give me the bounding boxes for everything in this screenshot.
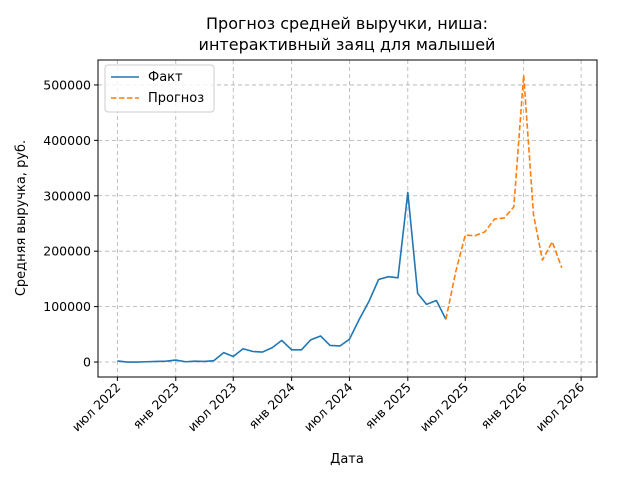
series-line-fact bbox=[117, 191, 447, 363]
x-tick-label: янв 2025 bbox=[362, 380, 414, 432]
legend-label-forecast: Прогноз bbox=[148, 91, 204, 106]
x-tick-label: янв 2026 bbox=[478, 379, 530, 431]
legend-label-fact: Факт bbox=[148, 70, 183, 85]
x-tick-label: июл 2024 bbox=[301, 379, 356, 434]
series-line-forecast bbox=[445, 74, 563, 320]
plot-frame bbox=[97, 59, 598, 378]
y-tick-label: 500000 bbox=[43, 77, 91, 92]
grid bbox=[98, 60, 597, 377]
chart-title-line-2: интерактивный заяц для малышей bbox=[199, 35, 496, 54]
x-axis-label: Дата bbox=[330, 452, 364, 467]
legend: Факт Прогноз bbox=[104, 64, 215, 113]
y-tick-label: 100000 bbox=[43, 299, 91, 314]
x-tick-label: июл 2025 bbox=[417, 380, 472, 435]
x-tick-label: июл 2022 bbox=[69, 380, 124, 435]
x-tick-label: янв 2024 bbox=[246, 379, 298, 431]
y-tick-label: 0 bbox=[83, 355, 91, 370]
y-axis-label: Средняя выручка, руб. bbox=[14, 140, 29, 296]
y-tick-label: 300000 bbox=[43, 188, 91, 203]
x-tick-label: июл 2026 bbox=[533, 379, 588, 434]
x-tick-label: янв 2023 bbox=[130, 380, 182, 432]
series-layer bbox=[117, 74, 563, 363]
axis-ticks: июл 2022 янв 2023 июл 2023 янв 2024 июл 2024… bbox=[43, 77, 587, 434]
y-tick-label: 200000 bbox=[43, 244, 91, 259]
chart-title-line-1: Прогноз средней выручки, ниша: bbox=[206, 14, 488, 33]
y-tick-label: 400000 bbox=[43, 133, 91, 148]
x-tick-label: июл 2023 bbox=[185, 380, 240, 435]
